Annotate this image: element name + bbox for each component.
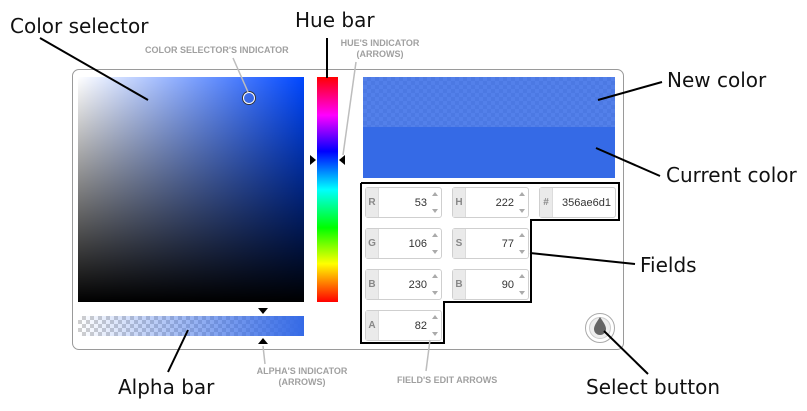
field-brightness-down-arrow-icon[interactable] xyxy=(519,291,525,295)
field-r-up-arrow-icon[interactable] xyxy=(432,192,438,196)
color-preview xyxy=(363,77,615,178)
alpha-bar[interactable] xyxy=(78,316,304,336)
field-g[interactable]: G 106 xyxy=(365,228,442,259)
field-r-label: R xyxy=(366,188,379,217)
alpha-gradient xyxy=(78,316,304,336)
field-h[interactable]: H 222 xyxy=(452,187,529,218)
current-color-swatch[interactable] xyxy=(363,127,615,178)
pointer-line-alpha-indicator xyxy=(262,345,266,365)
label-hue-indicator-line2: (ARROWS) xyxy=(356,49,404,59)
pointer-line-select-button xyxy=(603,330,649,375)
field-h-value[interactable]: 222 xyxy=(495,196,514,209)
field-s[interactable]: S 77 xyxy=(452,228,529,259)
label-alpha-bar: Alpha bar xyxy=(118,375,215,399)
field-a[interactable]: A 82 xyxy=(365,310,442,341)
label-select-button: Select button xyxy=(586,375,721,399)
new-color-fill xyxy=(363,77,615,127)
label-alpha-indicator: ALPHA'S INDICATOR (ARROWS) xyxy=(250,366,354,388)
field-hex-value[interactable]: 356ae6d1 xyxy=(562,196,611,209)
label-new-color: New color xyxy=(667,68,767,92)
field-brightness-label: B xyxy=(453,270,466,299)
alpha-indicator-top-arrow-icon[interactable] xyxy=(258,308,268,314)
field-r-down-arrow-icon[interactable] xyxy=(432,209,438,213)
pointer-line-color-selector-indicator xyxy=(232,57,249,93)
field-g-down-arrow-icon[interactable] xyxy=(432,250,438,254)
field-b-label: B xyxy=(366,270,379,299)
field-r-value[interactable]: 53 xyxy=(414,196,427,209)
label-alpha-indicator-line1: ALPHA'S INDICATOR xyxy=(256,366,348,376)
label-hue-bar: Hue bar xyxy=(295,8,375,32)
pointer-line-fields xyxy=(529,252,636,265)
color-selector-indicator[interactable] xyxy=(243,92,255,104)
label-fields: Fields xyxy=(640,253,697,277)
new-color-swatch xyxy=(363,77,615,127)
pointer-line-field-edit-arrows xyxy=(425,339,431,372)
field-s-label: S xyxy=(453,229,466,258)
label-alpha-indicator-line2: (ARROWS) xyxy=(278,377,326,387)
pointer-line-color-selector xyxy=(39,37,149,101)
pointer-line-new-color xyxy=(597,81,663,101)
field-brightness-up-arrow-icon[interactable] xyxy=(519,274,525,278)
field-hex-label: # xyxy=(540,188,553,217)
hue-indicator-right-arrow-icon[interactable] xyxy=(339,155,345,165)
field-a-down-arrow-icon[interactable] xyxy=(432,332,438,336)
pointer-line-hue-indicator xyxy=(342,61,357,156)
field-h-up-arrow-icon[interactable] xyxy=(519,192,525,196)
label-color-selector-indicator: COLOR SELECTOR'S INDICATOR xyxy=(145,45,289,55)
field-s-down-arrow-icon[interactable] xyxy=(519,250,525,254)
label-color-selector: Color selector xyxy=(10,14,149,38)
field-g-up-arrow-icon[interactable] xyxy=(432,233,438,237)
field-b[interactable]: B 230 xyxy=(365,269,442,300)
field-b-value[interactable]: 230 xyxy=(408,278,427,291)
field-s-value[interactable]: 77 xyxy=(501,237,514,250)
label-field-edit-arrows: FIELD'S EDIT ARROWS xyxy=(397,375,498,385)
field-g-value[interactable]: 106 xyxy=(408,237,427,250)
label-hue-indicator: HUE'S INDICATOR (ARROWS) xyxy=(340,38,420,60)
pointer-line-current-color xyxy=(595,147,661,177)
label-current-color: Current color xyxy=(666,163,797,187)
field-a-label: A xyxy=(366,311,379,340)
field-a-up-arrow-icon[interactable] xyxy=(432,315,438,319)
color-selector-area[interactable] xyxy=(78,77,304,302)
field-brightness-value[interactable]: 90 xyxy=(501,278,514,291)
hue-indicator-left-arrow-icon[interactable] xyxy=(310,155,316,165)
field-b-up-arrow-icon[interactable] xyxy=(432,274,438,278)
hue-bar[interactable] xyxy=(317,77,338,302)
field-a-value[interactable]: 82 xyxy=(414,319,427,332)
field-brightness[interactable]: B 90 xyxy=(452,269,529,300)
field-g-label: G xyxy=(366,229,379,258)
field-h-down-arrow-icon[interactable] xyxy=(519,209,525,213)
field-hex[interactable]: # 356ae6d1 xyxy=(539,187,616,218)
alpha-indicator-bottom-arrow-icon[interactable] xyxy=(258,338,268,344)
field-h-label: H xyxy=(453,188,466,217)
label-hue-indicator-line1: HUE'S INDICATOR xyxy=(340,38,420,48)
field-b-down-arrow-icon[interactable] xyxy=(432,291,438,295)
field-r[interactable]: R 53 xyxy=(365,187,442,218)
field-s-up-arrow-icon[interactable] xyxy=(519,233,525,237)
pointer-line-alpha-bar xyxy=(167,329,189,373)
fields-outline xyxy=(360,182,620,344)
droplet-icon xyxy=(594,317,606,335)
